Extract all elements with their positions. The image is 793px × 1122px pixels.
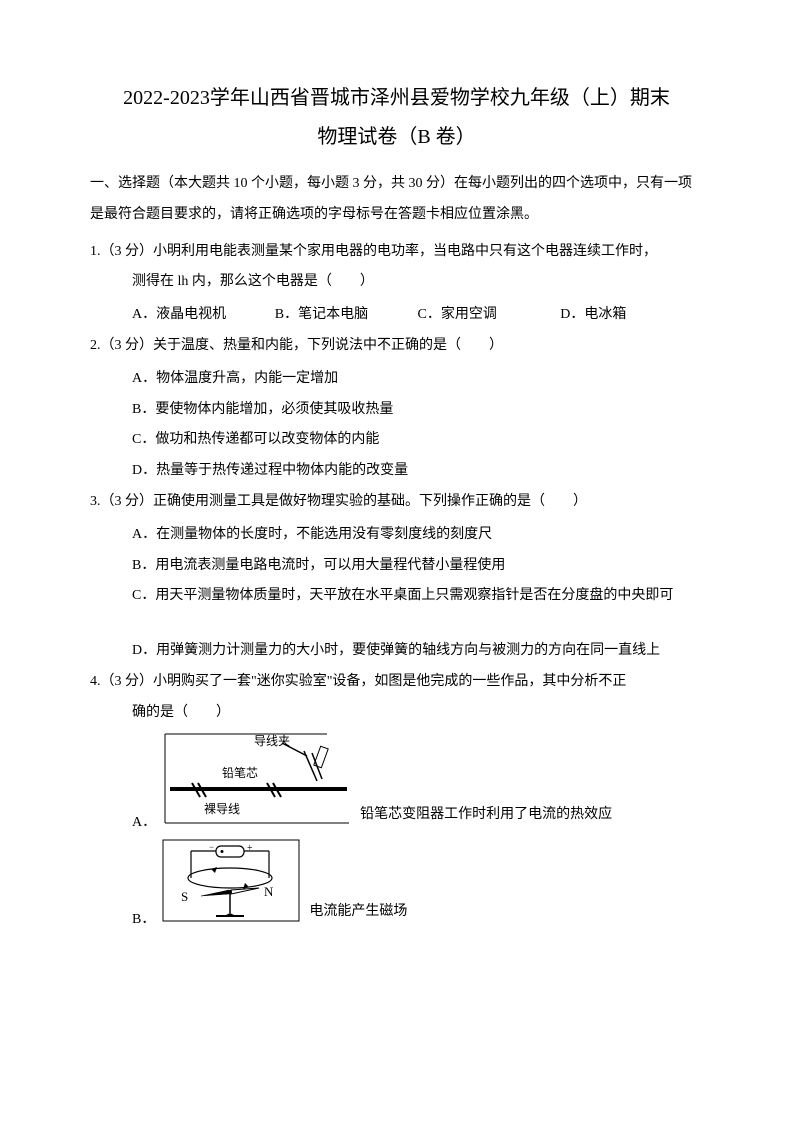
q4-option-a-text: 铅笔芯变阻器工作时利用了电流的热效应 <box>360 800 612 839</box>
section-1-header: 一、选择题（本大题共 10 个小题，每小题 3 分，共 30 分）在每小题列出的… <box>90 169 703 231</box>
page-title-line2: 物理试卷（B 卷） <box>90 120 703 149</box>
q4-stem: 4.（3 分）小明购买了一套"迷你实验室"设备，如图是他完成的一些作品，其中分析… <box>90 667 703 698</box>
q3-option-d: D．用弹簧测力计测量力的大小时，要使弹簧的轴线方向与被测力的方向在同一直线上 <box>90 636 703 667</box>
question-3: 3.（3 分）正确使用测量工具是做好物理实验的基础。下列操作正确的是（ ） <box>90 487 703 518</box>
q4-stem-cont: 确的是（ ） <box>90 698 703 729</box>
q1-stem: 1.（3 分）小明利用电能表测量某个家用电器的电功率，当电路中只有这个电器连续工… <box>90 237 703 268</box>
q1-option-d: D．电冰箱 <box>560 300 703 331</box>
q4-option-a: A． 导线夹 铅笔芯 裸导线 铅笔芯变阻器工作时利用了电流的热 <box>90 731 703 839</box>
figure-b-oersted: − + S N <box>161 838 301 936</box>
question-4: 4.（3 分）小明购买了一套"迷你实验室"设备，如图是他完成的一些作品，其中分析… <box>90 667 703 729</box>
q4-option-b: B． − + S N <box>90 838 703 936</box>
question-2: 2.（3 分）关于温度、热量和内能，下列说法中不正确的是（ ） <box>90 331 703 362</box>
question-1: 1.（3 分）小明利用电能表测量某个家用电器的电功率，当电路中只有这个电器连续工… <box>90 237 703 299</box>
svg-text:+: + <box>247 843 253 854</box>
q4-option-b-text: 电流能产生磁场 <box>309 897 407 936</box>
q2-option-d: D．热量等于热传递过程中物体内能的改变量 <box>90 456 703 487</box>
q3-option-b: B．用电流表测量电路电流时，可以用大量程代替小量程使用 <box>90 551 703 582</box>
svg-text:裸导线: 裸导线 <box>204 801 240 816</box>
q3-option-a: A．在测量物体的长度时，不能选用没有零刻度线的刻度尺 <box>90 520 703 551</box>
q1-option-c: C．家用空调 <box>418 300 561 331</box>
svg-text:N: N <box>264 884 274 899</box>
q2-stem: 2.（3 分）关于温度、热量和内能，下列说法中不正确的是（ ） <box>90 331 703 362</box>
q2-option-c: C．做功和热传递都可以改变物体的内能 <box>90 425 703 456</box>
svg-text:S: S <box>181 889 188 904</box>
q2-option-b: B．要使物体内能增加，必须使其吸收热量 <box>90 395 703 426</box>
q1-stem-cont: 测得在 lh 内，那么这个电器是（ ） <box>90 267 703 298</box>
q4-option-b-label: B． <box>132 905 155 936</box>
q2-option-a: A．物体温度升高，内能一定增加 <box>90 364 703 395</box>
page-title-line1: 2022-2023学年山西省晋城市泽州县爱物学校九年级（上）期末 <box>90 80 703 116</box>
q3-stem: 3.（3 分）正确使用测量工具是做好物理实验的基础。下列操作正确的是（ ） <box>90 487 703 518</box>
q3-option-c: C．用天平测量物体质量时，天平放在水平桌面上只需观察指针是否在分度盘的中央即可 <box>90 581 703 612</box>
figure-a-rheostat: 导线夹 铅笔芯 裸导线 <box>162 731 352 839</box>
svg-text:导线夹: 导线夹 <box>254 734 290 748</box>
q1-option-b: B．笔记本电脑 <box>275 300 418 331</box>
q1-option-a: A．液晶电视机 <box>132 300 275 331</box>
q1-options: A．液晶电视机 B．笔记本电脑 C．家用空调 D．电冰箱 <box>90 300 703 331</box>
q4-option-a-label: A． <box>132 808 156 839</box>
svg-text:铅笔芯: 铅笔芯 <box>222 765 258 780</box>
